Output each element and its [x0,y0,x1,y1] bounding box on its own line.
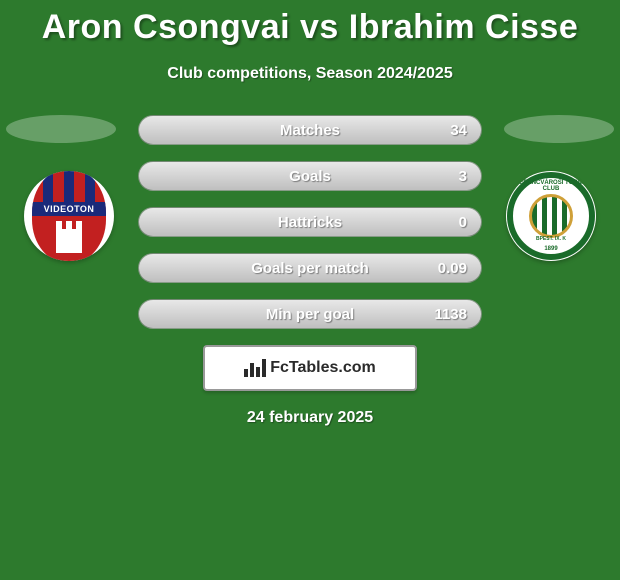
comparison-area: VIDEOTON FERENCVÁROSI TORNA CLUB BPEST. … [0,115,620,427]
stat-right: 1138 [429,306,467,323]
stat-label: Goals [191,168,429,185]
castle-icon [56,229,82,253]
stat-label: Goals per match [191,260,429,277]
footer-date: 24 february 2025 [0,409,620,427]
stat-right: 3 [429,168,467,185]
attribution-text: FcTables.com [270,359,376,377]
stat-label: Min per goal [191,306,429,323]
stat-label: Matches [191,122,429,139]
crest-top-text: FERENCVÁROSI TORNA CLUB [513,180,589,192]
crest-year: 1899 [513,246,589,252]
club-badge-left: VIDEOTON [24,171,114,261]
stat-row: Goals3 [138,161,482,191]
player-shadow-right [504,115,614,143]
stat-row: Matches34 [138,115,482,145]
stat-bars: Matches34 Goals3 Hattricks0 Goals per match… [138,115,482,329]
stat-row: Min per goal1138 [138,299,482,329]
stat-label: Hattricks [191,214,429,231]
crest-center-text: BPEST. IX. K [513,236,589,242]
stat-right: 34 [429,122,467,139]
bar-chart-icon [244,359,266,377]
attribution-box: FcTables.com [203,345,417,391]
stat-right: 0 [429,214,467,231]
ferencvaros-crest: FERENCVÁROSI TORNA CLUB BPEST. IX. K 189… [507,172,595,260]
stat-row: Goals per match0.09 [138,253,482,283]
club-badge-right: FERENCVÁROSI TORNA CLUB BPEST. IX. K 189… [506,171,596,261]
stat-row: Hattricks0 [138,207,482,237]
crest-label-left: VIDEOTON [32,202,106,216]
stat-right: 0.09 [429,260,467,277]
page-subtitle: Club competitions, Season 2024/2025 [0,65,620,83]
player-shadow-left [6,115,116,143]
page-title: Aron Csongvai vs Ibrahim Cisse [0,0,620,47]
videoton-crest: VIDEOTON [32,171,106,261]
crest-center-stripe [529,194,573,238]
